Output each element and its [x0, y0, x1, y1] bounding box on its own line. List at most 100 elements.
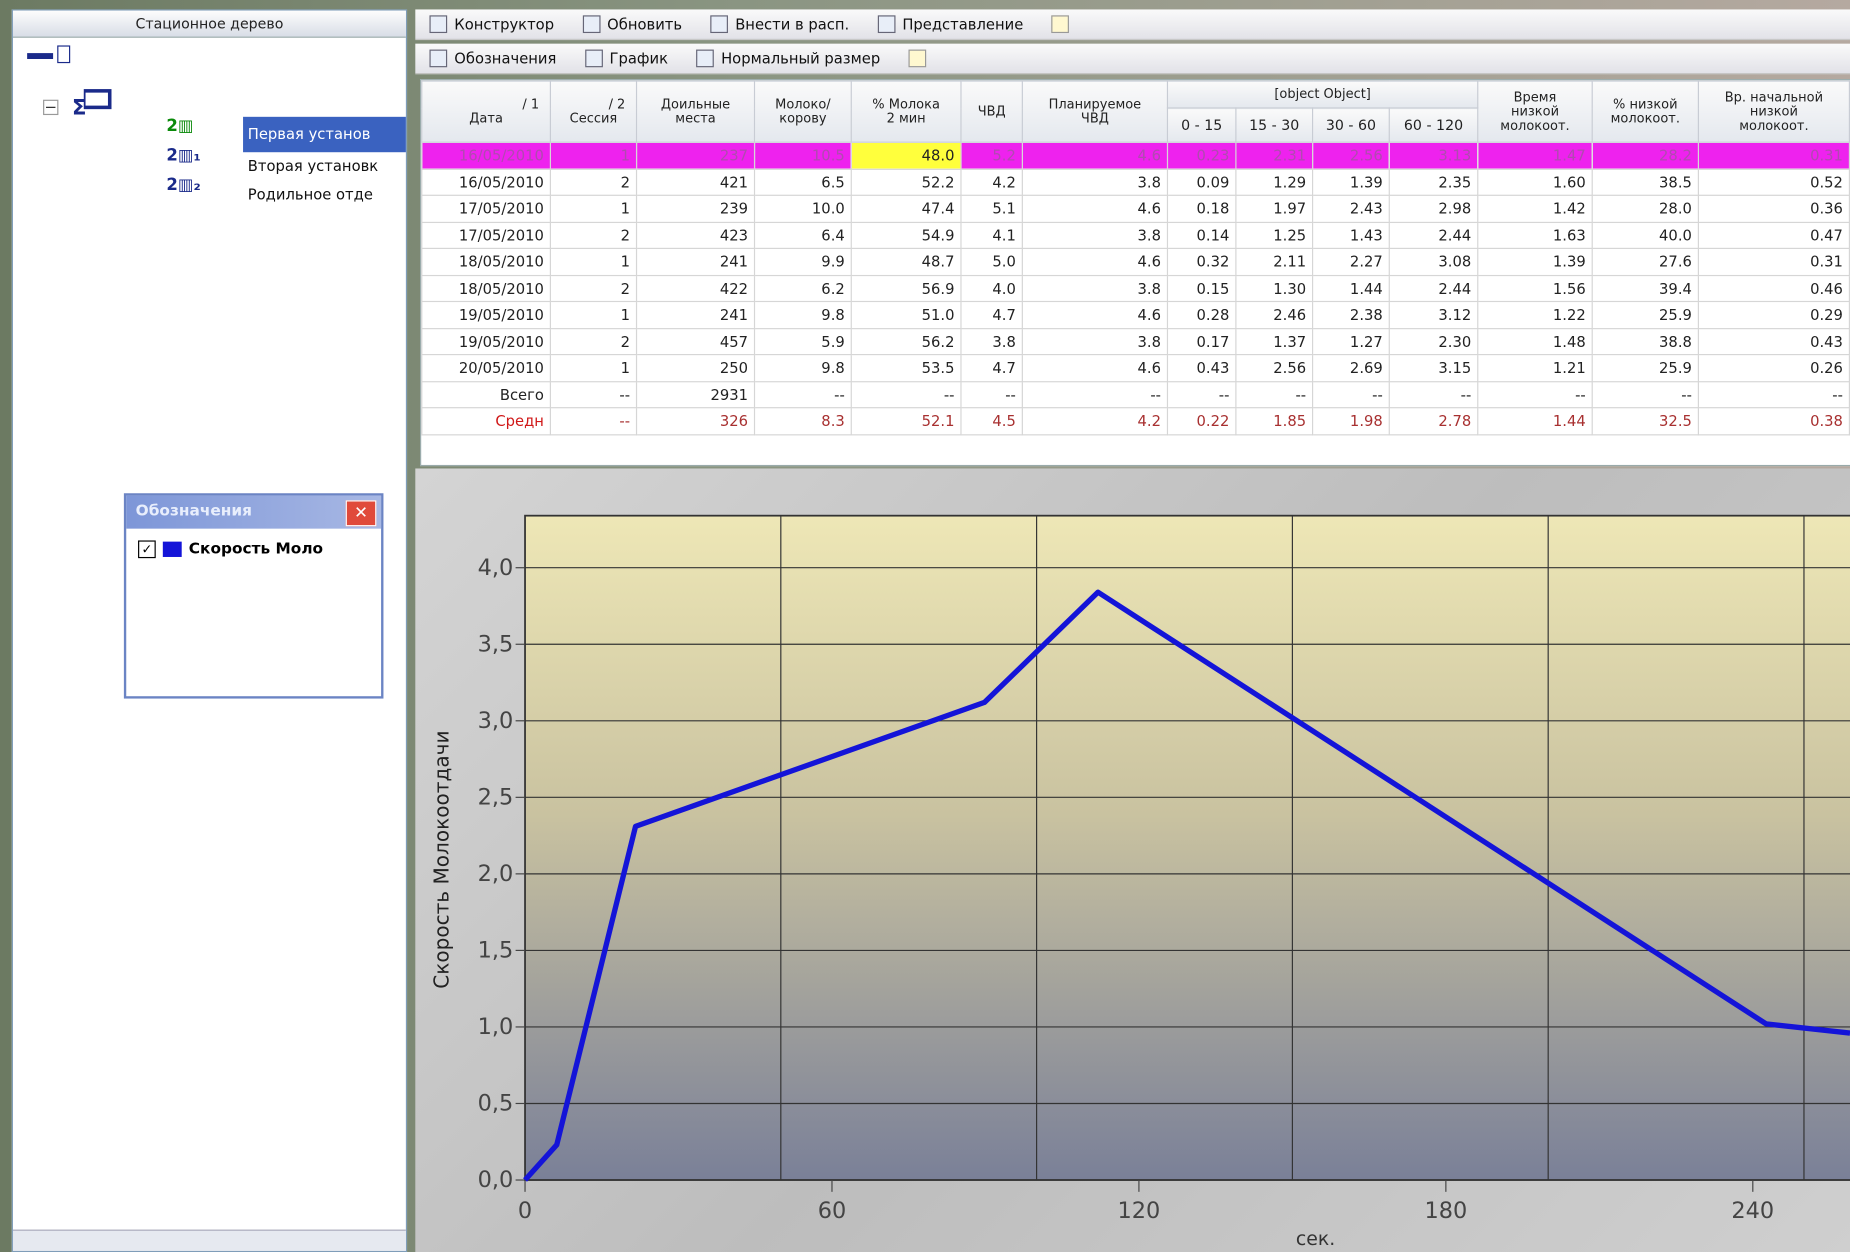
column-header: 0 - 15	[1166, 107, 1237, 143]
table-cell: 1	[549, 354, 638, 382]
close-button[interactable]: ✕	[345, 500, 377, 527]
column-header: ЧВД	[960, 80, 1023, 143]
table-row[interactable]: 18/05/2010 2 422 6.2 56.9 4.0 3.8 0.15 1.30 1.44 2…	[421, 274, 1850, 303]
column-header: 60 - 120	[1388, 107, 1479, 143]
table-cell: 1	[549, 194, 638, 223]
tree-item[interactable]: Первая установ	[243, 116, 406, 153]
toolbar-button[interactable]: Обозначения	[429, 49, 556, 68]
table-cell: 10.5	[753, 141, 852, 170]
legend-label: Скорость Моло	[188, 540, 324, 559]
table-row[interactable]: Всего -- 2931 -- -- -- -- -- -- -- -- -- -- --	[421, 380, 1850, 409]
table-cell: 0.38	[1697, 407, 1850, 435]
y-tick-label: 3,0	[478, 708, 514, 734]
table-cell: 47.4	[850, 194, 962, 223]
toolbar-button[interactable]: График	[584, 49, 668, 68]
table-row[interactable]: 17/05/2010 2 423 6.4 54.9 4.1 3.8 0.14 1.25 1.43 2…	[421, 221, 1850, 249]
table-cell: 18/05/2010	[421, 247, 551, 276]
table-row[interactable]: 16/05/2010 1 237 10.5 48.0 5.2 4.6 0.23 2.31 2.56…	[421, 141, 1850, 170]
table-row[interactable]: 19/05/2010 1 241 9.8 51.0 4.7 4.6 0.28 2.46 2.38 3…	[421, 300, 1850, 329]
toolbar-button[interactable]: Конструктор	[429, 15, 555, 34]
column-header: Вр. начальной низкой молокоот.	[1697, 80, 1850, 143]
column-header: / 1 Дата	[421, 80, 551, 143]
table-cell: 326	[635, 407, 756, 435]
checkbox[interactable]: ✓	[138, 540, 156, 559]
table-cell: 4.6	[1021, 300, 1169, 329]
table-cell: 4.7	[960, 354, 1023, 382]
table-cell: 52.2	[850, 168, 962, 196]
header-row: / 1 Дата / 2 Сессия Доильные места Молоко/ ко…	[421, 80, 1850, 143]
toolbar-button[interactable]: Внести в расп.	[710, 15, 849, 34]
table-row[interactable]: 16/05/2010 2 421 6.5 52.2 4.2 3.8 0.09 1.29 1.39 2…	[421, 168, 1850, 196]
table-cell: 5.2	[960, 141, 1023, 170]
toolbar-button[interactable]: Нормальный размер	[696, 49, 881, 68]
table-cell: 19/05/2010	[421, 300, 551, 329]
table-cell: --	[1591, 380, 1699, 409]
table-cell: 18/05/2010	[421, 274, 551, 303]
y-tick-label: 2,5	[478, 784, 514, 810]
toolbar-button[interactable]: Обновить	[582, 15, 682, 34]
table-cell: 19/05/2010	[421, 327, 551, 356]
button-label: Конструктор	[454, 15, 555, 34]
help-button[interactable]	[1051, 15, 1070, 34]
table-cell: --	[549, 407, 638, 435]
table: / 1 Дата / 2 Сессия Доильные места Молоко/ ко…	[421, 80, 1850, 435]
table-cell: 28.0	[1591, 194, 1699, 223]
plot-area	[524, 514, 1850, 1181]
header-label: Время низкой молокоот.	[1500, 89, 1570, 133]
legend-entry[interactable]: ✓ Скорость Моло	[138, 540, 324, 559]
button-icon	[429, 49, 448, 68]
y-tick-label: 2,0	[478, 861, 514, 887]
x-tick-label: 180	[1424, 1198, 1467, 1224]
column-header: % низкой молокоот.	[1591, 80, 1699, 143]
table-cell: 5.1	[960, 194, 1023, 223]
table-cell: 2.11	[1235, 247, 1314, 276]
scrollbar[interactable]	[12, 1229, 406, 1251]
table-cell: 9.9	[753, 247, 852, 276]
table-cell: 1	[549, 247, 638, 276]
sort-indicator: / 1	[522, 96, 540, 112]
table-cell: --	[850, 380, 962, 409]
table-cell: 2.56	[1311, 141, 1390, 170]
table-cell: 457	[635, 327, 756, 356]
table-cell: 0.17	[1166, 327, 1237, 356]
table-cell: 0.29	[1697, 300, 1850, 329]
help-button[interactable]	[908, 49, 927, 68]
table-cell: 40.0	[1591, 221, 1699, 249]
table-cell: 1.37	[1235, 327, 1314, 356]
table-cell: 4.5	[960, 407, 1023, 435]
tree-items: Первая установ Вторая установк Родильное…	[243, 116, 406, 209]
table-cell: 16/05/2010	[421, 141, 551, 170]
table-cell: 0.14	[1166, 221, 1237, 249]
table-row[interactable]: Средн -- 326 8.3 52.1 4.5 4.2 0.22 1.85 1.98 2.78 1…	[421, 407, 1850, 435]
table-cell: 0.32	[1166, 247, 1237, 276]
table-cell: 54.9	[850, 221, 962, 249]
table-row[interactable]: 17/05/2010 1 239 10.0 47.4 5.1 4.6 0.18 1.97 2.43…	[421, 194, 1850, 223]
column-header: Планируемое ЧВД	[1021, 80, 1169, 143]
x-tick-label: 240	[1731, 1198, 1774, 1224]
y-tick-label: 1,0	[478, 1014, 514, 1040]
table-cell: 4.0	[960, 274, 1023, 303]
x-tick-label: 0	[518, 1198, 532, 1224]
table-row[interactable]: 18/05/2010 1 241 9.9 48.7 5.0 4.6 0.32 2.11 2.27 3…	[421, 247, 1850, 276]
tree-item[interactable]: Родильное отде	[247, 185, 373, 203]
table-cell: 0.46	[1697, 274, 1850, 303]
tree-item[interactable]: Вторая установк	[247, 156, 379, 175]
table-cell: Средн	[421, 407, 551, 435]
table-row[interactable]: 20/05/2010 1 250 9.8 53.5 4.7 4.6 0.43 2.56 2.69 3…	[421, 354, 1850, 382]
button-label: Нормальный размер	[721, 49, 881, 68]
table-row[interactable]: 19/05/2010 2 457 5.9 56.2 3.8 3.8 0.17 1.37 1.27 2…	[421, 327, 1850, 356]
table-cell: 2	[549, 274, 638, 303]
legend-window: Обозначения ✕ ✓ Скорость Моло	[123, 493, 384, 699]
table-cell: 1.47	[1477, 141, 1593, 170]
table-cell: 1.29	[1235, 168, 1314, 196]
column-header: Доильные места	[635, 80, 756, 143]
toolbar-button[interactable]: Представление	[877, 15, 1023, 34]
sum-icon	[83, 89, 112, 110]
tree-icons: Σ	[27, 45, 86, 120]
table-cell: 20/05/2010	[421, 354, 551, 382]
data-line	[523, 589, 1850, 1182]
table-cell: 48.7	[850, 247, 962, 276]
table-cell: 0.26	[1697, 354, 1850, 382]
table-cell: 3.8	[1021, 221, 1169, 249]
table-cell: --	[1021, 380, 1169, 409]
